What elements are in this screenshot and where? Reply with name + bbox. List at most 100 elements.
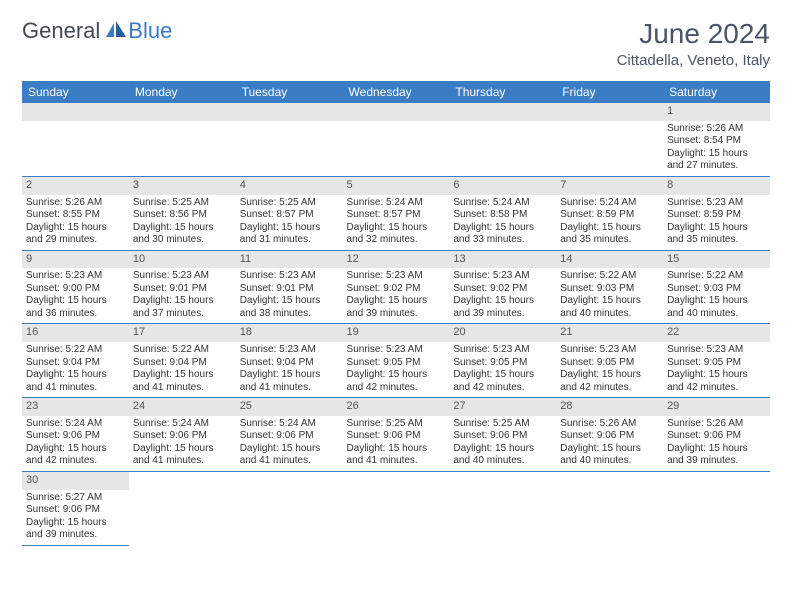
day-number (556, 103, 663, 121)
day-info-line: Daylight: 15 hours (26, 369, 125, 382)
calendar-day-cell: 8Sunrise: 5:23 AMSunset: 8:59 PMDaylight… (663, 176, 770, 250)
header: General Blue June 2024 Cittadella, Venet… (22, 18, 770, 69)
day-number: 17 (129, 324, 236, 342)
day-content: Sunrise: 5:23 AMSunset: 9:05 PMDaylight:… (663, 342, 770, 397)
day-number: 9 (22, 251, 129, 269)
day-info-line: and 32 minutes. (347, 234, 446, 247)
day-number: 26 (343, 398, 450, 416)
day-info-line: Daylight: 15 hours (667, 443, 766, 456)
calendar-day-cell: 18Sunrise: 5:23 AMSunset: 9:04 PMDayligh… (236, 324, 343, 398)
day-info-line: and 40 minutes. (453, 455, 552, 468)
calendar-empty-cell (343, 103, 450, 176)
day-number (343, 472, 450, 490)
calendar-empty-cell (449, 103, 556, 176)
calendar-day-cell: 12Sunrise: 5:23 AMSunset: 9:02 PMDayligh… (343, 250, 450, 324)
day-content: Sunrise: 5:24 AMSunset: 9:06 PMDaylight:… (236, 416, 343, 471)
day-content: Sunrise: 5:24 AMSunset: 8:57 PMDaylight:… (343, 195, 450, 250)
day-info-line: and 42 minutes. (26, 455, 125, 468)
day-content: Sunrise: 5:23 AMSunset: 9:01 PMDaylight:… (129, 268, 236, 323)
day-info-line: Daylight: 15 hours (133, 222, 232, 235)
calendar-empty-cell (22, 103, 129, 176)
day-number: 22 (663, 324, 770, 342)
calendar-week-row: 23Sunrise: 5:24 AMSunset: 9:06 PMDayligh… (22, 398, 770, 472)
day-number (556, 472, 663, 490)
day-info-line: Sunset: 9:01 PM (133, 283, 232, 296)
day-content: Sunrise: 5:25 AMSunset: 9:06 PMDaylight:… (449, 416, 556, 471)
day-number: 3 (129, 177, 236, 195)
day-info-line: Sunset: 9:06 PM (240, 430, 339, 443)
day-info-line: Sunset: 8:55 PM (26, 209, 125, 222)
day-info-line: and 30 minutes. (133, 234, 232, 247)
weekday-header: Friday (556, 81, 663, 103)
day-number: 30 (22, 472, 129, 490)
day-content: Sunrise: 5:25 AMSunset: 8:56 PMDaylight:… (129, 195, 236, 250)
day-info-line: Sunset: 8:58 PM (453, 209, 552, 222)
day-info-line: Sunset: 9:05 PM (560, 357, 659, 370)
day-content: Sunrise: 5:22 AMSunset: 9:03 PMDaylight:… (663, 268, 770, 323)
day-number (129, 472, 236, 490)
day-content: Sunrise: 5:23 AMSunset: 9:02 PMDaylight:… (343, 268, 450, 323)
calendar-day-cell: 27Sunrise: 5:25 AMSunset: 9:06 PMDayligh… (449, 398, 556, 472)
day-info-line: and 42 minutes. (560, 382, 659, 395)
title-block: June 2024 Cittadella, Veneto, Italy (617, 18, 770, 69)
day-number: 10 (129, 251, 236, 269)
day-info-line: Sunset: 9:05 PM (347, 357, 446, 370)
day-content: Sunrise: 5:23 AMSunset: 9:01 PMDaylight:… (236, 268, 343, 323)
day-number (449, 103, 556, 121)
day-content: Sunrise: 5:23 AMSunset: 9:04 PMDaylight:… (236, 342, 343, 397)
sails-icon (104, 19, 128, 44)
calendar-week-row: 16Sunrise: 5:22 AMSunset: 9:04 PMDayligh… (22, 324, 770, 398)
day-number: 11 (236, 251, 343, 269)
day-info-line: Sunrise: 5:23 AM (240, 344, 339, 357)
day-info-line: Sunrise: 5:26 AM (667, 123, 766, 136)
day-content: Sunrise: 5:23 AMSunset: 9:05 PMDaylight:… (449, 342, 556, 397)
calendar-day-cell: 20Sunrise: 5:23 AMSunset: 9:05 PMDayligh… (449, 324, 556, 398)
day-info-line: and 40 minutes. (560, 455, 659, 468)
day-info-line: and 42 minutes. (453, 382, 552, 395)
day-info-line: and 41 minutes. (26, 382, 125, 395)
day-info-line: Sunrise: 5:25 AM (347, 418, 446, 431)
day-number: 5 (343, 177, 450, 195)
calendar-empty-cell (343, 471, 450, 545)
calendar-empty-cell (236, 471, 343, 545)
calendar-day-cell: 10Sunrise: 5:23 AMSunset: 9:01 PMDayligh… (129, 250, 236, 324)
weekday-header: Tuesday (236, 81, 343, 103)
day-info-line: and 31 minutes. (240, 234, 339, 247)
day-number (236, 103, 343, 121)
calendar-day-cell: 4Sunrise: 5:25 AMSunset: 8:57 PMDaylight… (236, 176, 343, 250)
day-content: Sunrise: 5:23 AMSunset: 9:02 PMDaylight:… (449, 268, 556, 323)
day-info-line: Daylight: 15 hours (240, 369, 339, 382)
calendar-empty-cell (663, 471, 770, 545)
calendar-empty-cell (556, 103, 663, 176)
day-info-line: and 39 minutes. (667, 455, 766, 468)
calendar-day-cell: 14Sunrise: 5:22 AMSunset: 9:03 PMDayligh… (556, 250, 663, 324)
day-info-line: Daylight: 15 hours (240, 443, 339, 456)
day-info-line: and 27 minutes. (667, 160, 766, 173)
day-info-line: and 41 minutes. (240, 455, 339, 468)
day-info-line: and 37 minutes. (133, 308, 232, 321)
location: Cittadella, Veneto, Italy (617, 52, 770, 69)
calendar-table: SundayMondayTuesdayWednesdayThursdayFrid… (22, 81, 770, 546)
day-info-line: Sunset: 8:54 PM (667, 135, 766, 148)
day-info-line: and 41 minutes. (133, 455, 232, 468)
day-content: Sunrise: 5:26 AMSunset: 9:06 PMDaylight:… (556, 416, 663, 471)
weekday-header: Sunday (22, 81, 129, 103)
day-info-line: Daylight: 15 hours (26, 222, 125, 235)
day-info-line: Daylight: 15 hours (560, 369, 659, 382)
day-info-line: Daylight: 15 hours (667, 369, 766, 382)
day-number: 2 (22, 177, 129, 195)
day-info-line: Sunrise: 5:23 AM (667, 197, 766, 210)
day-content: Sunrise: 5:27 AMSunset: 9:06 PMDaylight:… (22, 490, 129, 545)
day-number (236, 472, 343, 490)
day-info-line: Sunset: 9:06 PM (347, 430, 446, 443)
calendar-day-cell: 16Sunrise: 5:22 AMSunset: 9:04 PMDayligh… (22, 324, 129, 398)
calendar-day-cell: 17Sunrise: 5:22 AMSunset: 9:04 PMDayligh… (129, 324, 236, 398)
day-info-line: Daylight: 15 hours (240, 222, 339, 235)
day-info-line: and 39 minutes. (347, 308, 446, 321)
weekday-header: Thursday (449, 81, 556, 103)
day-info-line: and 39 minutes. (26, 529, 125, 542)
day-content: Sunrise: 5:22 AMSunset: 9:04 PMDaylight:… (129, 342, 236, 397)
day-info-line: Sunrise: 5:23 AM (26, 270, 125, 283)
day-number: 6 (449, 177, 556, 195)
day-number: 27 (449, 398, 556, 416)
